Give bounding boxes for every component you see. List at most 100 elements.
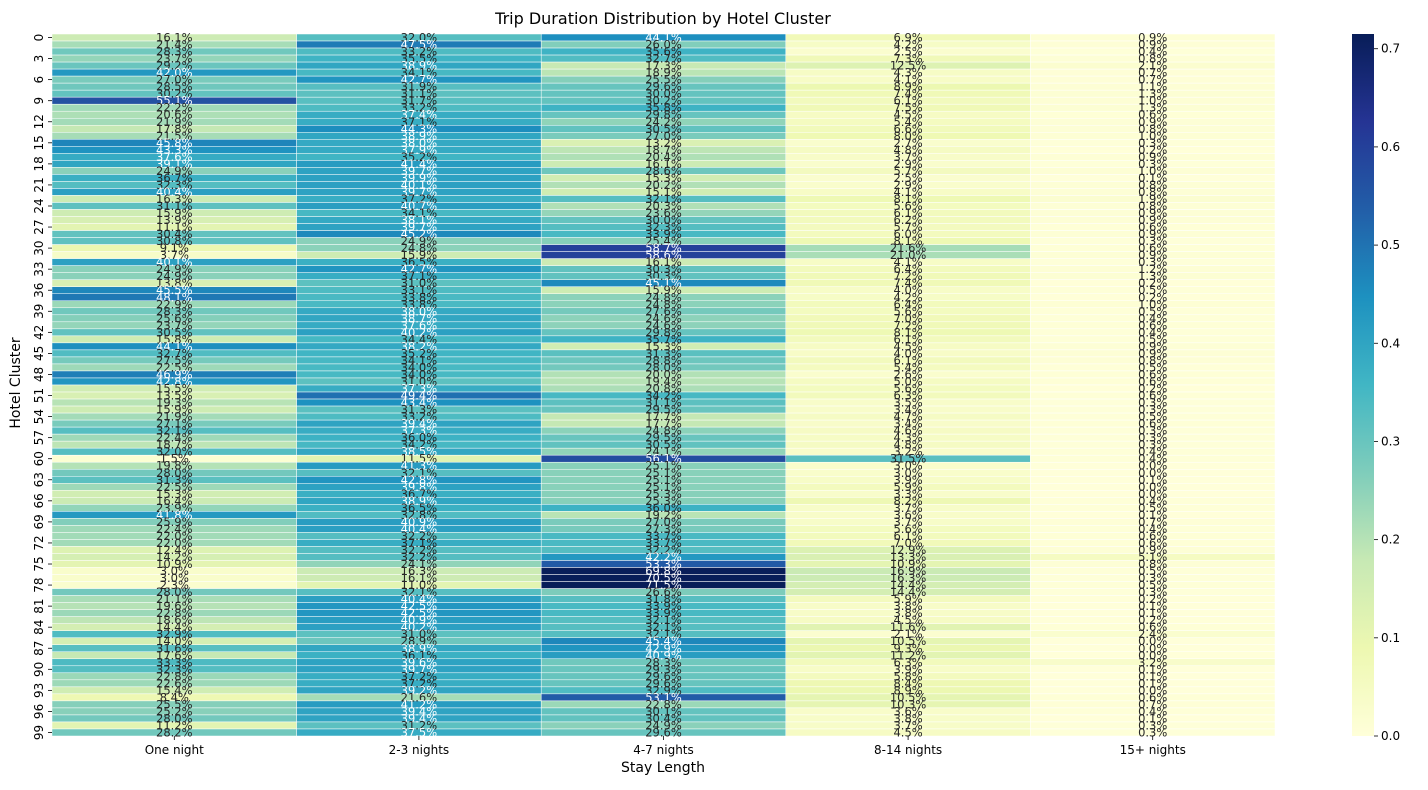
cell-value-label: 39.7% [401,185,438,199]
cell-value-label: 32.0% [401,31,438,45]
cell-value-label: 35.2% [401,346,438,360]
cell-value-label: 33.9% [645,227,682,241]
cell-value-label: 17.7% [645,410,682,424]
cell-value-label: 29.5% [645,403,682,417]
cell-value-label: 14.4% [156,620,193,634]
cell-value-label: 27.0% [645,129,682,143]
cell-value-label: 25.6% [156,311,193,325]
cell-value-label: 26.6% [645,585,682,599]
cell-value-label: 24.1% [645,445,682,459]
cell-value-label: 42.5% [401,599,438,613]
cell-value-label: 35.5% [401,52,438,66]
cell-value-label: 24.6% [645,311,682,325]
cell-value-label: 2.1% [1138,59,1167,73]
cell-value-label: 30.3% [645,269,682,283]
cell-value-label: 5.4% [893,360,922,374]
cell-value-label: 15.4% [156,683,193,697]
cell-value-label: 32.1% [645,627,682,641]
cell-value-label: 1.3% [1138,101,1167,115]
cell-value-label: 4.8% [893,143,922,157]
cell-value-label: 31.1% [156,199,193,213]
cell-value-label: 2.5% [893,45,922,59]
cell-value-label: 4.2% [893,38,922,52]
cell-value-label: 15.3% [645,339,682,353]
cell-value-label: 13.5% [156,389,193,403]
cell-value-label: 30.0% [645,87,682,101]
cell-value-label: 3.2% [1138,655,1167,669]
cell-value-label: 37.1% [401,269,438,283]
cell-value-label: 0.0% [1138,683,1167,697]
cell-value-label: 33.3% [156,655,193,669]
cell-value-label: 41.8% [156,508,193,522]
x-axis-label: Stay Length [621,760,705,776]
cell-value-label: 0.9% [1138,38,1167,52]
cell-value-label: 0.3% [1138,718,1167,732]
cell-value-label: 14.4% [890,585,927,599]
cell-value-label: 24.9% [156,262,193,276]
cell-value-label: 39.4% [401,417,438,431]
x-axis-ticks: One night 2-3 nights 4-7 nights 8-14 nights… [145,736,1186,757]
cell-value-label: 5.6% [893,382,922,396]
cell-value-label: 39.7% [401,220,438,234]
cell-value-label: 0.9% [1138,213,1167,227]
cell-value-label: 23.6% [645,206,682,220]
cell-value-label: 0.2% [1138,382,1167,396]
cell-value-label: 22.9% [156,297,193,311]
cell-value-label: 53.1% [645,690,682,704]
cell-value-label: 29.8% [645,325,682,339]
cell-value-label: 29.3% [645,662,682,676]
cell-value-label: 45.2% [401,227,438,241]
cell-value-label: 37.9% [401,143,438,157]
cell-value-label: 11.0% [401,578,438,592]
cell-value-label: 3.7% [160,248,189,262]
cell-value-label: 0.2% [1138,592,1167,606]
cell-value-label: 18.6% [156,613,193,627]
cell-value-label: 3.0% [893,466,922,480]
cell-value-label: 0.6% [1138,318,1167,332]
cell-value-label: 0.8% [1138,52,1167,66]
cell-value-label: 42.9% [645,641,682,655]
y-tick-label: 27 [32,219,46,234]
cell-value-label: 0.3% [1138,234,1167,248]
cell-value-label: 40.4% [156,185,193,199]
cell-value-label: 0.2% [1138,143,1167,157]
cell-value-label: 37.1% [401,536,438,550]
cell-value-label: 38.9% [401,129,438,143]
y-tick-label: 81 [32,598,46,613]
cell-value-label: 2.1% [893,627,922,641]
cell-value-label: 31.7% [401,94,438,108]
cell-value-label: 15.8% [156,332,193,346]
cell-value-label: 0.8% [1138,353,1167,367]
cell-value-label: 16.1% [156,31,193,45]
cell-value-label: 22.8% [156,606,193,620]
cell-value-label: 0.4% [1138,522,1167,536]
colorbar-tick-label: 0.4 [1381,336,1400,350]
cell-value-label: 37.3% [401,382,438,396]
cell-value-label: 32.7% [645,52,682,66]
cell-value-label: 0.7% [1138,697,1167,711]
cell-value-label: 0.6% [1138,620,1167,634]
cell-value-label: 40.2% [401,620,438,634]
cell-value-label: 0.6% [1138,536,1167,550]
cell-value-label: 0.1% [1138,676,1167,690]
cell-value-label: 42.0% [156,66,193,80]
cell-value-label: 31.6% [156,641,193,655]
cell-value-label: 39.9% [401,171,438,185]
cell-value-label: 0.0% [1138,641,1167,655]
y-tick-label: 60 [32,451,46,466]
cell-value-label: 31.9% [401,80,438,94]
cell-value-label: 34.4% [401,332,438,346]
cell-value-label: 20.0% [645,367,682,381]
cell-value-label: 21.6% [890,241,927,255]
cell-value-label: 37.6% [156,150,193,164]
cell-value-label: 22.4% [156,431,193,445]
cell-value-label: 20.3% [645,199,682,213]
cell-value-label: 25.4% [645,234,682,248]
cell-value-label: 16.1% [645,255,682,269]
cell-value-label: 33.9% [645,599,682,613]
cell-value-label: 32.3% [156,178,193,192]
chart-title: Trip Duration Distribution by Hotel Clus… [494,9,831,28]
y-axis-label: Hotel Cluster [8,337,24,428]
cell-value-label: 0.4% [1138,45,1167,59]
cell-value-label: 31.0% [401,374,438,388]
